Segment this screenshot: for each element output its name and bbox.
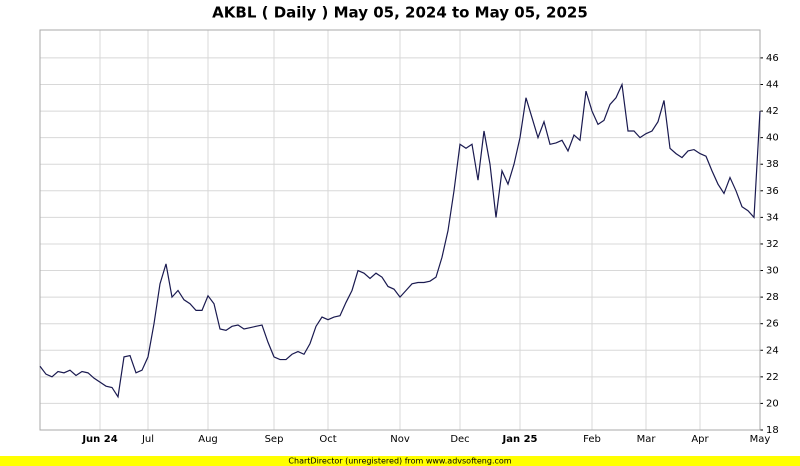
- y-tick-label: 44: [766, 79, 779, 90]
- y-tick-label: 22: [766, 372, 779, 383]
- x-tick-label: Sep: [265, 434, 284, 445]
- y-tick-label: 18: [766, 425, 779, 436]
- x-tick-label: Jan 25: [502, 434, 538, 445]
- y-tick-label: 38: [766, 159, 779, 170]
- x-tick-label: Jul: [141, 434, 154, 445]
- y-tick-label: 46: [766, 53, 779, 64]
- x-tick-label: Aug: [198, 434, 218, 445]
- y-tick-label: 26: [766, 319, 779, 330]
- y-tick-label: 30: [766, 266, 779, 277]
- y-tick-label: 42: [766, 106, 779, 117]
- x-tick-label: Feb: [583, 434, 601, 445]
- y-tick-label: 20: [766, 398, 779, 409]
- x-tick-label: Jun 24: [81, 434, 117, 445]
- y-tick-label: 36: [766, 186, 779, 197]
- footer: ChartDirector (unregistered) from www.ad…: [288, 457, 511, 466]
- y-tick-label: 34: [766, 212, 779, 223]
- x-tick-label: Mar: [637, 434, 657, 445]
- x-tick-label: Apr: [691, 434, 709, 445]
- x-tick-label: May: [750, 434, 771, 445]
- y-tick-label: 40: [766, 133, 779, 144]
- x-tick-label: Oct: [319, 434, 336, 445]
- x-tick-label: Dec: [450, 434, 469, 445]
- y-tick-label: 24: [766, 345, 779, 356]
- y-tick-label: 32: [766, 239, 779, 250]
- footer-bar: [0, 456, 800, 466]
- plot-border: [39, 29, 761, 431]
- x-tick-label: Nov: [390, 434, 410, 445]
- price-line: [39, 82, 761, 399]
- y-tick-label: 28: [766, 292, 779, 303]
- chart-title: AKBL ( Daily ) May 05, 2024 to May 05, 2…: [212, 4, 588, 22]
